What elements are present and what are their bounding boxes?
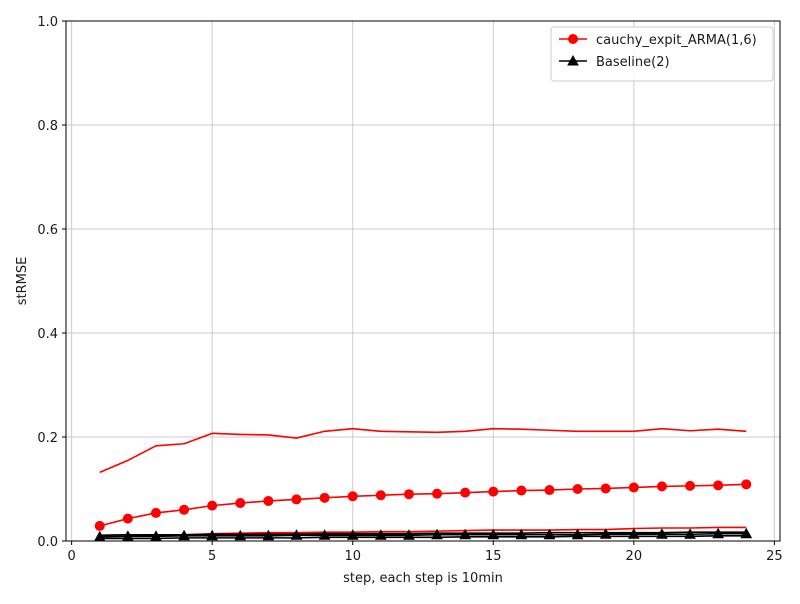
data-point xyxy=(599,528,612,539)
legend-marker xyxy=(567,54,579,66)
series-3 xyxy=(99,427,747,474)
data-point xyxy=(263,495,274,506)
data-point xyxy=(543,528,556,540)
data-point xyxy=(179,504,190,515)
legend-entry: Baseline(2) xyxy=(559,54,670,70)
series-1 xyxy=(94,479,752,531)
data-point xyxy=(150,530,162,541)
series-5 xyxy=(99,534,747,540)
y-tick-label: 0.4 xyxy=(37,327,58,342)
x-tick-label: 25 xyxy=(766,549,783,564)
data-point xyxy=(94,520,105,531)
data-point xyxy=(656,528,668,539)
data-point xyxy=(544,485,555,496)
data-point xyxy=(178,529,190,541)
plot-frame xyxy=(65,20,781,542)
data-point xyxy=(121,530,134,541)
data-point xyxy=(150,507,161,518)
legend-box xyxy=(550,26,774,82)
data-point xyxy=(515,528,528,540)
y-tick-label: 0.6 xyxy=(37,223,58,238)
y-tick-label: 0.0 xyxy=(37,535,58,550)
data-point xyxy=(318,529,331,540)
data-point xyxy=(122,513,133,524)
data-point xyxy=(235,498,246,509)
legend: cauchy_expit_ARMA(1,6) Baseline(2) xyxy=(550,26,774,82)
y-tick-label: 0.2 xyxy=(37,431,58,446)
data-point xyxy=(403,529,415,540)
x-axis-label: step, each step is 10min xyxy=(343,571,503,586)
data-point xyxy=(684,528,696,539)
data-point xyxy=(234,529,247,541)
data-point xyxy=(403,489,414,500)
data-point xyxy=(375,490,386,501)
series-line xyxy=(99,483,747,527)
data-point xyxy=(206,529,219,541)
x-tick-label: 15 xyxy=(485,549,502,564)
data-point xyxy=(628,482,639,493)
data-point xyxy=(571,528,584,540)
data-point xyxy=(685,480,696,491)
x-tick-label: 20 xyxy=(626,549,643,564)
data-point xyxy=(740,527,753,539)
data-point xyxy=(346,529,359,540)
series-line xyxy=(99,427,747,474)
data-point xyxy=(656,481,667,492)
series-2 xyxy=(93,527,753,542)
data-point xyxy=(262,529,275,541)
data-point xyxy=(741,479,752,490)
data-point xyxy=(207,500,218,511)
data-point xyxy=(712,527,725,539)
data-point xyxy=(488,486,499,497)
data-point xyxy=(460,487,471,498)
data-point xyxy=(290,529,303,540)
legend-label: cauchy_expit_ARMA(1,6) xyxy=(596,33,757,48)
data-point xyxy=(374,529,387,540)
tick-labels: 0 5 10 15 20 25 0.0 0.2 0.4 0.6 0.8 1.0 xyxy=(37,15,782,564)
y-tick-label: 0.8 xyxy=(37,119,58,134)
data-point xyxy=(572,484,583,494)
data-point xyxy=(516,485,527,496)
data-point xyxy=(713,480,724,491)
data-point xyxy=(432,488,443,499)
legend-marker xyxy=(568,34,578,44)
x-tick-label: 10 xyxy=(344,549,361,564)
data-point xyxy=(347,491,358,502)
data-point xyxy=(431,528,443,540)
x-tick-label: 5 xyxy=(208,549,216,564)
grid-lines xyxy=(66,20,780,542)
series-layer xyxy=(93,427,753,542)
legend-entry: cauchy_expit_ARMA(1,6) xyxy=(559,33,757,48)
series-6 xyxy=(99,531,747,537)
data-point xyxy=(459,528,472,540)
series-line xyxy=(99,532,747,538)
data-point xyxy=(291,494,302,505)
axes xyxy=(62,20,781,545)
x-tick-label: 0 xyxy=(67,549,75,564)
series-line xyxy=(99,531,747,537)
legend-label: Baseline(2) xyxy=(596,55,670,70)
data-point xyxy=(319,492,330,503)
series-line xyxy=(99,534,747,540)
data-point xyxy=(627,528,640,539)
data-point xyxy=(487,528,500,540)
data-point xyxy=(600,483,611,494)
y-tick-label: 1.0 xyxy=(37,15,58,30)
y-axis-label: stRMSE xyxy=(15,257,30,306)
